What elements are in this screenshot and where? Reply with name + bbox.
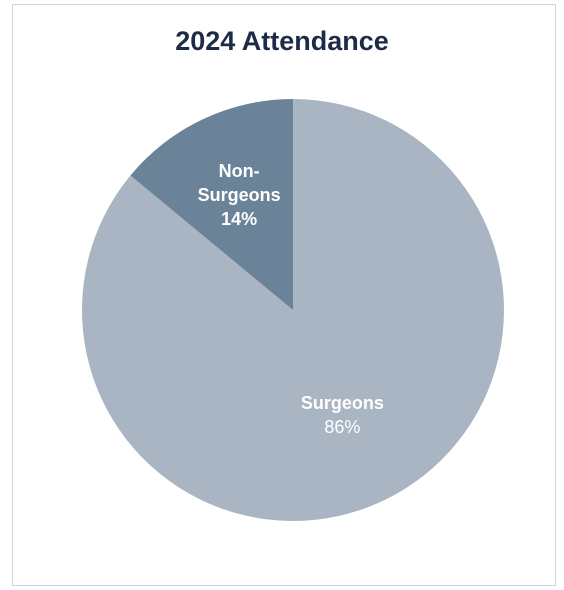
- value-label: 14%: [221, 209, 258, 230]
- chart-title: 2024 Attendance: [175, 26, 389, 56]
- chart-frame: [12, 4, 556, 586]
- category-label: Surgeons: [300, 393, 384, 413]
- value-label: 86%: [324, 417, 361, 437]
- pie-slice: [82, 99, 505, 521]
- slice-label: Non-Surgeons 14%: [184, 159, 294, 231]
- category-label: Non-Surgeons: [197, 161, 281, 206]
- pie-slice: [130, 99, 293, 310]
- slice-label: Surgeons 86%: [272, 391, 412, 439]
